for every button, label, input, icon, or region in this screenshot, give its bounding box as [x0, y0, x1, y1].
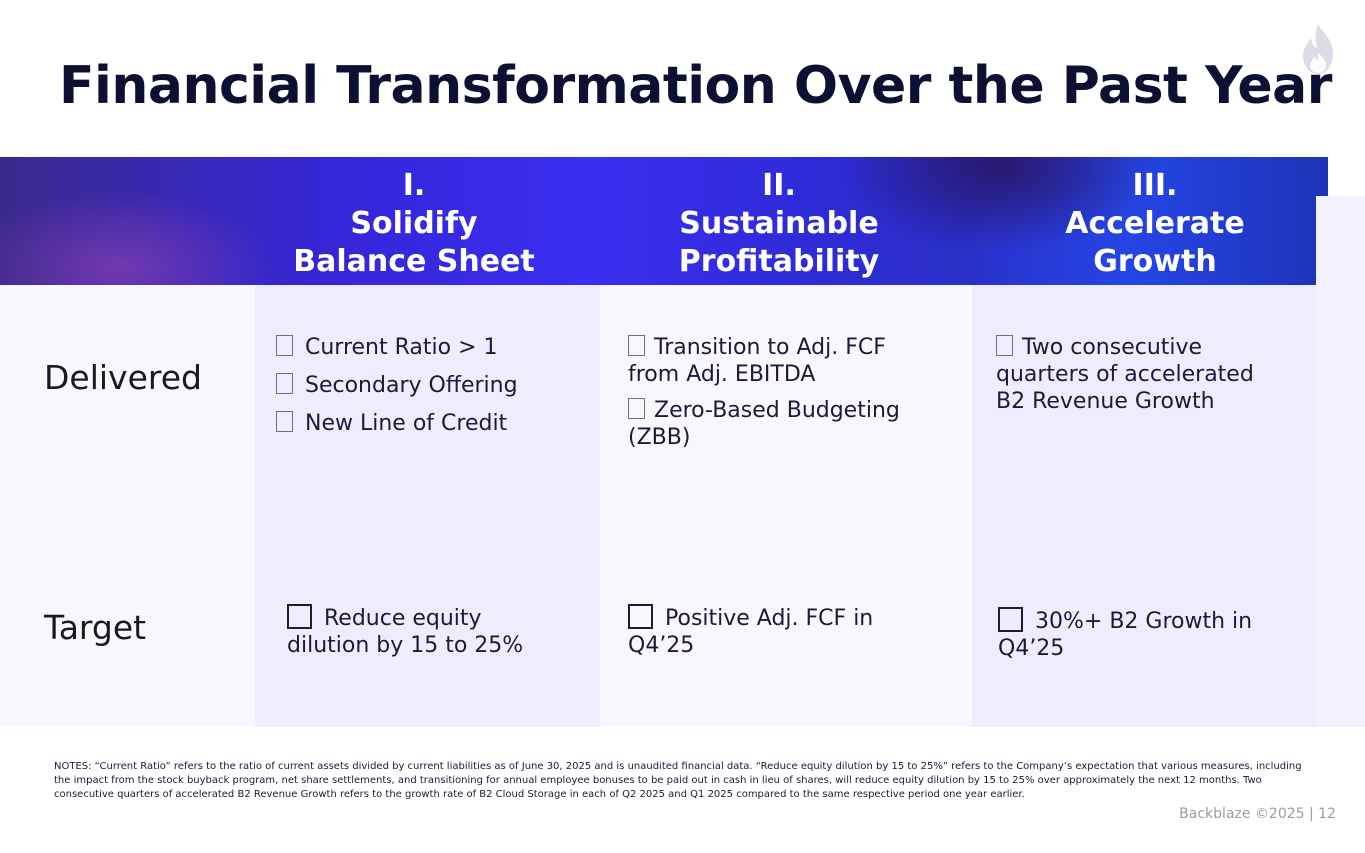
footer-copyright-page: Backblaze ©2025 | 12 — [1179, 806, 1336, 822]
column-profitability — [600, 285, 972, 727]
column-solidify — [255, 285, 600, 727]
list-item: Secondary Offering — [276, 372, 576, 399]
list-item: Two consecutive quarters of accelerated … — [996, 335, 1254, 414]
pillar-header-growth: III. Accelerate Growth — [990, 167, 1320, 281]
flame-icon — [1303, 24, 1333, 74]
pillars-banner: I. Solidify Balance Sheet II. Sustainabl… — [0, 157, 1328, 285]
column-growth — [972, 285, 1316, 727]
checkbox-icon — [276, 411, 293, 432]
pillar-numeral: III. — [1132, 168, 1178, 203]
pillar-title-line2: Profitability — [678, 244, 880, 279]
footnotes: NOTES: “Current Ratio” refers to the rat… — [54, 761, 1302, 800]
pillar-title-line1: Accelerate — [1065, 206, 1245, 241]
list-item: Current Ratio > 1 — [276, 334, 576, 361]
page-title: Financial Transformation Over the Past Y… — [59, 56, 1332, 116]
checkbox-icon — [276, 373, 293, 394]
checkbox-icon — [628, 398, 645, 419]
pillar-numeral: I. — [402, 168, 426, 203]
checkbox-icon — [276, 335, 293, 356]
checkbox-icon — [287, 604, 312, 629]
checkbox-icon — [996, 335, 1013, 356]
list-item: New Line of Credit — [276, 410, 576, 437]
row-label-delivered: Delivered — [44, 358, 202, 397]
target-profitability: Positive Adj. FCF in Q4’25 — [628, 604, 874, 658]
target-growth: 30%+ B2 Growth in Q4’25 — [998, 607, 1253, 661]
checkbox-icon — [998, 607, 1023, 632]
pillar-header-solidify: I. Solidify Balance Sheet — [249, 167, 579, 281]
pillar-title-line2: Balance Sheet — [293, 244, 535, 279]
pillar-header-profitability: II. Sustainable Profitability — [614, 167, 944, 281]
row-label-column — [0, 285, 255, 727]
list-item: Transition to Adj. FCF from Adj. EBITDA — [628, 335, 886, 387]
pillar-title-line1: Solidify — [350, 206, 478, 241]
delivered-profitability: Transition to Adj. FCF from Adj. EBITDA … — [628, 334, 928, 460]
pillar-title-line1: Sustainable — [679, 206, 879, 241]
list-item: Zero-Based Budgeting (ZBB) — [628, 398, 900, 450]
delivered-solidify: Current Ratio > 1 Secondary Offering New… — [276, 334, 576, 448]
checkbox-icon — [628, 335, 645, 356]
pillar-numeral: II. — [762, 168, 796, 203]
target-solidify: Reduce equity dilution by 15 to 25% — [287, 604, 524, 658]
checkbox-icon — [628, 604, 653, 629]
decorative-panel — [1316, 196, 1365, 727]
delivered-growth: Two consecutive quarters of accelerated … — [996, 334, 1286, 424]
row-label-target: Target — [44, 608, 147, 647]
pillar-title-line2: Growth — [1093, 244, 1217, 279]
